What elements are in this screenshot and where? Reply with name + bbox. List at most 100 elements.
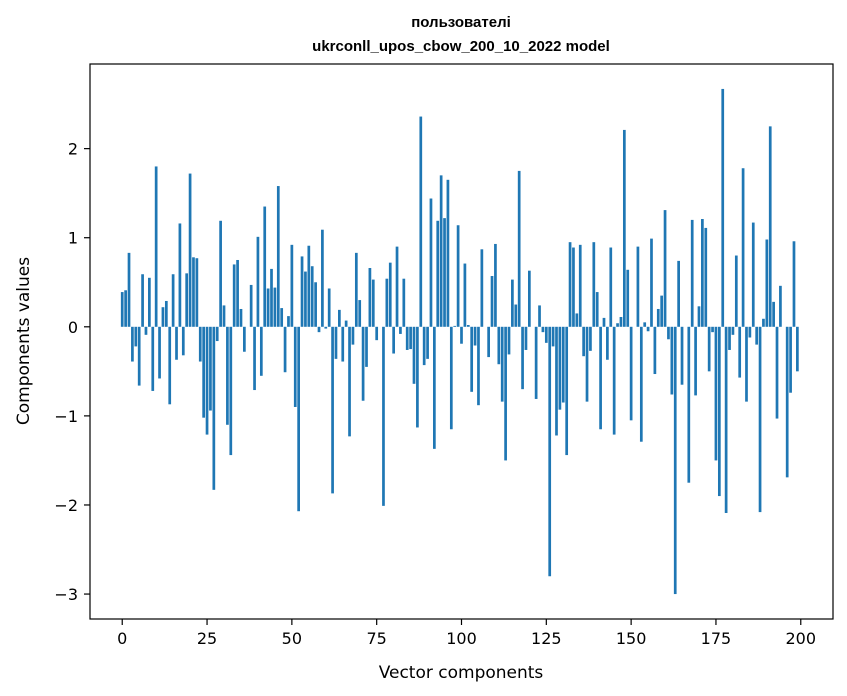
bar-179 (728, 326, 731, 350)
bar-197 (789, 326, 792, 393)
bar-3 (131, 326, 134, 362)
bar-48 (283, 326, 287, 373)
x-tick-label-50: 50 (282, 629, 302, 648)
bar-12 (161, 307, 165, 327)
bar-135 (578, 244, 582, 327)
bar-144 (609, 247, 613, 327)
bar-25 (205, 326, 209, 435)
bar-167 (687, 326, 691, 483)
bar-187 (755, 326, 759, 345)
bar-120 (528, 270, 531, 327)
bar-34 (236, 259, 239, 327)
bar-192 (772, 301, 775, 327)
bar-143 (606, 326, 609, 360)
x-tick-label-100: 100 (446, 629, 477, 648)
bar-41 (259, 326, 263, 376)
x-tick-label-175: 175 (701, 629, 732, 648)
bar-93 (436, 220, 440, 327)
bar-21 (192, 257, 195, 327)
bar-90 (426, 326, 429, 359)
x-tick-label-125: 125 (531, 629, 562, 648)
bar-69 (354, 252, 358, 327)
bar-100 (460, 326, 463, 344)
bar-190 (765, 239, 769, 327)
bar-159 (660, 295, 664, 327)
bar-23 (198, 326, 202, 362)
bar-73 (368, 268, 372, 327)
bar-132 (568, 242, 572, 327)
bar-110 (494, 243, 497, 327)
bar-28 (215, 326, 219, 342)
bar-75 (375, 326, 379, 341)
bar-131 (565, 326, 569, 456)
chart-title-line2: ukrconll_upos_cbow_200_10_2022 model (312, 38, 610, 55)
bar-65 (341, 326, 345, 362)
bar-49 (287, 316, 290, 327)
bar-129 (558, 326, 562, 410)
bar-44 (270, 268, 273, 327)
bar-50 (290, 244, 294, 327)
bar-84 (405, 326, 409, 350)
bar-153 (639, 326, 643, 442)
bar-68 (351, 326, 355, 345)
bar-171 (701, 219, 704, 327)
y-tick-label-1: 1 (68, 229, 78, 248)
bar-71 (361, 326, 365, 401)
bar-185 (748, 326, 752, 338)
bar-162 (670, 326, 674, 395)
bar-194 (779, 285, 782, 327)
bar-35 (239, 308, 243, 327)
bar-118 (521, 326, 524, 390)
bar-6 (141, 274, 144, 327)
bar-15 (171, 274, 175, 327)
bar-24 (202, 326, 206, 418)
bar-111 (497, 326, 501, 365)
bar-196 (785, 326, 789, 478)
bar-82 (399, 326, 402, 334)
bar-53 (300, 256, 304, 327)
bar-150 (629, 326, 633, 421)
bar-163 (673, 326, 677, 595)
bar-161 (667, 326, 670, 340)
bar-106 (480, 249, 484, 327)
bar-14 (168, 326, 172, 405)
bar-114 (507, 326, 511, 355)
bar-112 (500, 326, 504, 402)
bar-191 (768, 126, 772, 327)
bar-51 (293, 326, 297, 407)
bar-16 (175, 326, 178, 360)
bar-113 (504, 326, 507, 461)
bar-36 (243, 326, 246, 352)
y-tick-label-0: 0 (68, 318, 78, 337)
bar-78 (385, 278, 389, 327)
bar-128 (555, 326, 558, 436)
x-tick-label-200: 200 (785, 629, 816, 648)
bar-101 (463, 263, 467, 327)
bar-182 (738, 326, 742, 378)
bar-189 (762, 318, 765, 327)
bar-80 (392, 326, 395, 354)
bar-42 (263, 206, 267, 327)
bar-32 (229, 326, 233, 456)
bar-173 (707, 326, 711, 372)
y-tick-label--2: −2 (54, 496, 78, 515)
bar-172 (704, 227, 708, 327)
bar-30 (222, 305, 226, 327)
bar-160 (663, 210, 667, 327)
bar-60 (324, 326, 328, 329)
bar-140 (595, 292, 599, 327)
bar-134 (575, 313, 579, 327)
bar-152 (636, 246, 640, 327)
bar-186 (751, 222, 755, 327)
bar-125 (544, 326, 548, 343)
bar-147 (619, 317, 623, 327)
bar-146 (616, 323, 619, 327)
bar-199 (796, 326, 799, 372)
bar-184 (745, 326, 748, 402)
bar-70 (358, 300, 362, 327)
bar-92 (433, 326, 436, 449)
y-tick-label-2: 2 (68, 140, 78, 159)
bar-31 (226, 326, 229, 425)
bar-43 (266, 288, 270, 327)
